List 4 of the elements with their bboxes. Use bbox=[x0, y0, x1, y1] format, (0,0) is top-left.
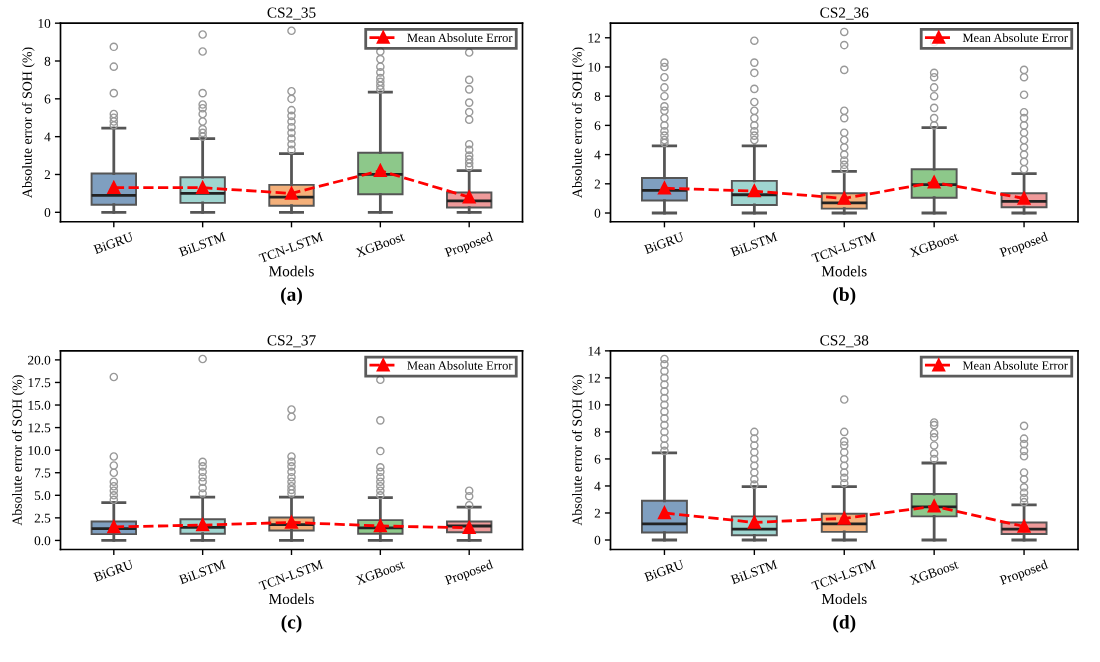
text: (d) bbox=[833, 615, 856, 633]
text: (b) bbox=[833, 287, 856, 305]
text: (c) bbox=[281, 615, 302, 633]
text: (a) bbox=[281, 287, 302, 305]
